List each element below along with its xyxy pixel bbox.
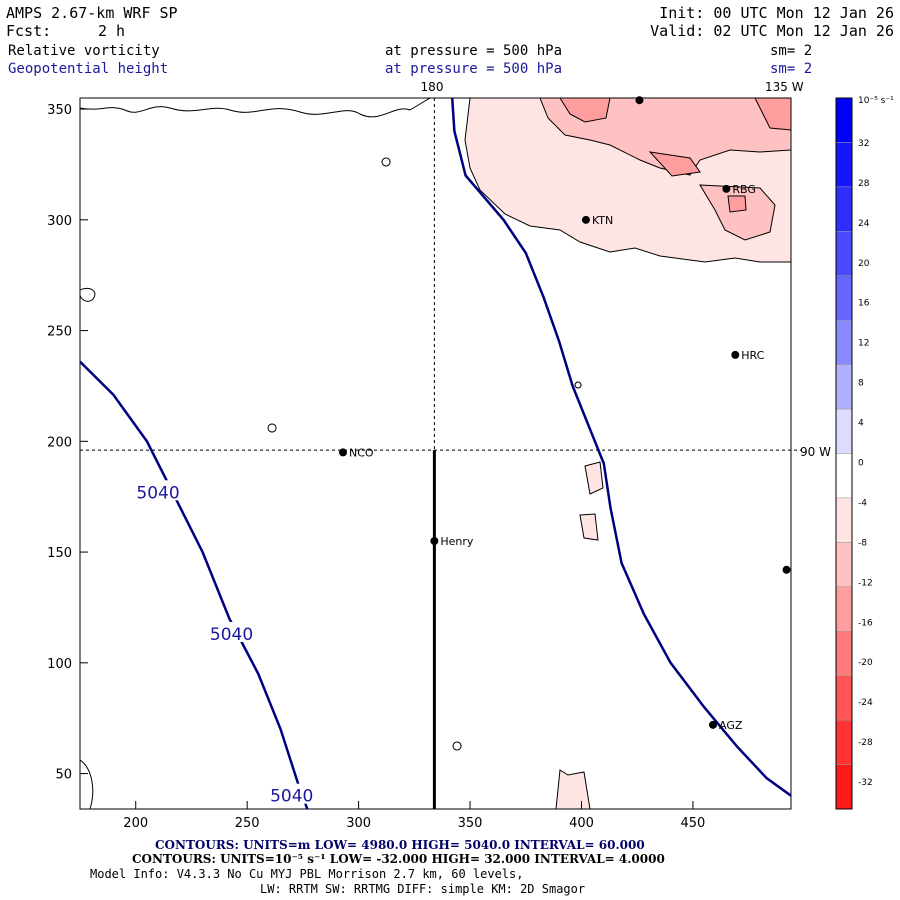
- colorbar-label: -8: [858, 538, 867, 548]
- y-tick-label: 300: [47, 214, 72, 229]
- colorbar-label: -16: [858, 618, 873, 628]
- field1-smoothing: sm= 2: [770, 43, 813, 59]
- colorbar-segment: [835, 631, 853, 676]
- station-marker-top: [635, 96, 644, 105]
- colorbar-segment: [835, 319, 853, 365]
- colorbar-label: -4: [858, 498, 867, 508]
- colorbar-label: -20: [858, 658, 873, 668]
- station-label-RBG: RBG: [732, 183, 756, 196]
- colorbar-segment: [835, 231, 853, 276]
- contour-label-bg: [207, 622, 256, 643]
- init-time: Init: 00 UTC Mon 12 Jan 26: [659, 4, 894, 22]
- colorbar-segment: [835, 408, 853, 454]
- colorbar-label: 20: [858, 259, 870, 269]
- y-tick-label: 100: [47, 657, 72, 672]
- height-contour-5040: [80, 360, 309, 809]
- colorbar-segment: [835, 586, 853, 632]
- field1-level: at pressure = 500 hPa: [385, 43, 563, 59]
- y-tick-label: 200: [47, 435, 72, 450]
- x-tick-label: 250: [235, 816, 260, 831]
- contour-label: 5040: [270, 787, 313, 807]
- station-marker-AGZ: [708, 720, 717, 729]
- colorbar-segment: [835, 497, 853, 543]
- height-contour-5040: [450, 98, 791, 797]
- station-marker-NCO: [339, 448, 348, 457]
- station-label-NCO: NCO: [349, 446, 374, 459]
- colorbar-label: 4: [858, 419, 864, 429]
- colorbar-segment: [835, 364, 853, 410]
- station-marker-edge: [782, 565, 791, 574]
- colorbar-label: 32: [858, 139, 869, 149]
- y-tick-label: 350: [47, 103, 72, 118]
- colorbar-label: -24: [858, 698, 873, 708]
- colorbar-label: -32: [858, 778, 873, 788]
- lon-label-90w: 90 W: [800, 445, 831, 459]
- footer-physics-info: LW: RRTM SW: RRTMG DIFF: simple KM: 2D S…: [260, 882, 586, 896]
- contour-label-bg: [267, 783, 316, 804]
- station-marker-KTN: [581, 215, 590, 224]
- field2-smoothing: sm= 2: [770, 61, 813, 77]
- x-tick-label: 350: [458, 816, 483, 831]
- contour-label: 5040: [136, 483, 179, 503]
- station-label-HRC: HRC: [741, 349, 764, 362]
- field2-level: at pressure = 500 hPa: [385, 61, 563, 77]
- model-title: AMPS 2.67-km WRF SP: [6, 4, 178, 22]
- colorbar-segment: [835, 675, 853, 721]
- colorbar-segment: [835, 275, 853, 321]
- x-tick-label: 400: [569, 816, 594, 831]
- colorbar-label: 28: [858, 179, 870, 189]
- forecast-label: Fcst:: [6, 22, 52, 40]
- colorbar-label: -28: [858, 738, 873, 748]
- contour-label-bg: [134, 480, 183, 501]
- colorbar-label: 0: [858, 458, 864, 468]
- colorbar-segment: [835, 142, 853, 188]
- y-tick-label: 50: [55, 768, 72, 783]
- colorbar-label: -12: [858, 578, 873, 588]
- colorbar-segment: [835, 719, 853, 765]
- footer-height-contours: CONTOURS: UNITS=m LOW= 4980.0 HIGH= 5040…: [155, 838, 645, 852]
- contour-label: 5040: [210, 625, 253, 645]
- colorbar-label: 24: [858, 219, 870, 229]
- forecast-hour: 2 h: [98, 22, 126, 40]
- x-tick-label: 450: [681, 816, 706, 831]
- colorbar-label: 16: [858, 299, 870, 309]
- colorbar-segment: [835, 97, 853, 143]
- footer-model-info: Model Info: V4.3.3 No Cu MYJ PBL Morriso…: [90, 867, 524, 881]
- station-label-AGZ: AGZ: [719, 719, 743, 732]
- lon-label-180: 180: [421, 80, 444, 94]
- colorbar-unit: 10⁻⁵ s⁻¹: [858, 96, 894, 106]
- colorbar-segment: [835, 453, 853, 499]
- y-tick-label: 150: [47, 546, 72, 561]
- colorbar-frame: [835, 97, 853, 810]
- colorbar-label: 8: [858, 379, 864, 389]
- x-tick-label: 200: [123, 816, 148, 831]
- vorticity-shading: [80, 98, 791, 809]
- station-label-henry: Henry: [440, 535, 474, 548]
- station-marker-henry: [430, 536, 439, 545]
- footer-vorticity-contours: CONTOURS: UNITS=10⁻⁵ s⁻¹ LOW= -32.000 HI…: [132, 852, 665, 866]
- field1-name: Relative vorticity: [8, 43, 160, 59]
- lon-label-135w: 135 W: [765, 80, 804, 94]
- colorbar-segment: [835, 764, 853, 810]
- colorbar-segment: [835, 542, 853, 588]
- station-marker-HRC: [731, 350, 740, 359]
- x-tick-label: 300: [346, 816, 371, 831]
- station-marker-RBG: [722, 184, 731, 193]
- field2-name: Geopotential height: [8, 61, 169, 77]
- colorbar-segment: [835, 186, 853, 232]
- colorbar-label: 12: [858, 339, 869, 349]
- y-tick-label: 250: [47, 325, 72, 340]
- colorbar: 32 28 24 20 16 12 8 4 0 -4 -8 -12 -16 -20 -24 -28 -32: [835, 97, 873, 810]
- valid-time: Valid: 02 UTC Mon 12 Jan 26: [650, 22, 894, 40]
- station-label-KTN: KTN: [592, 214, 613, 227]
